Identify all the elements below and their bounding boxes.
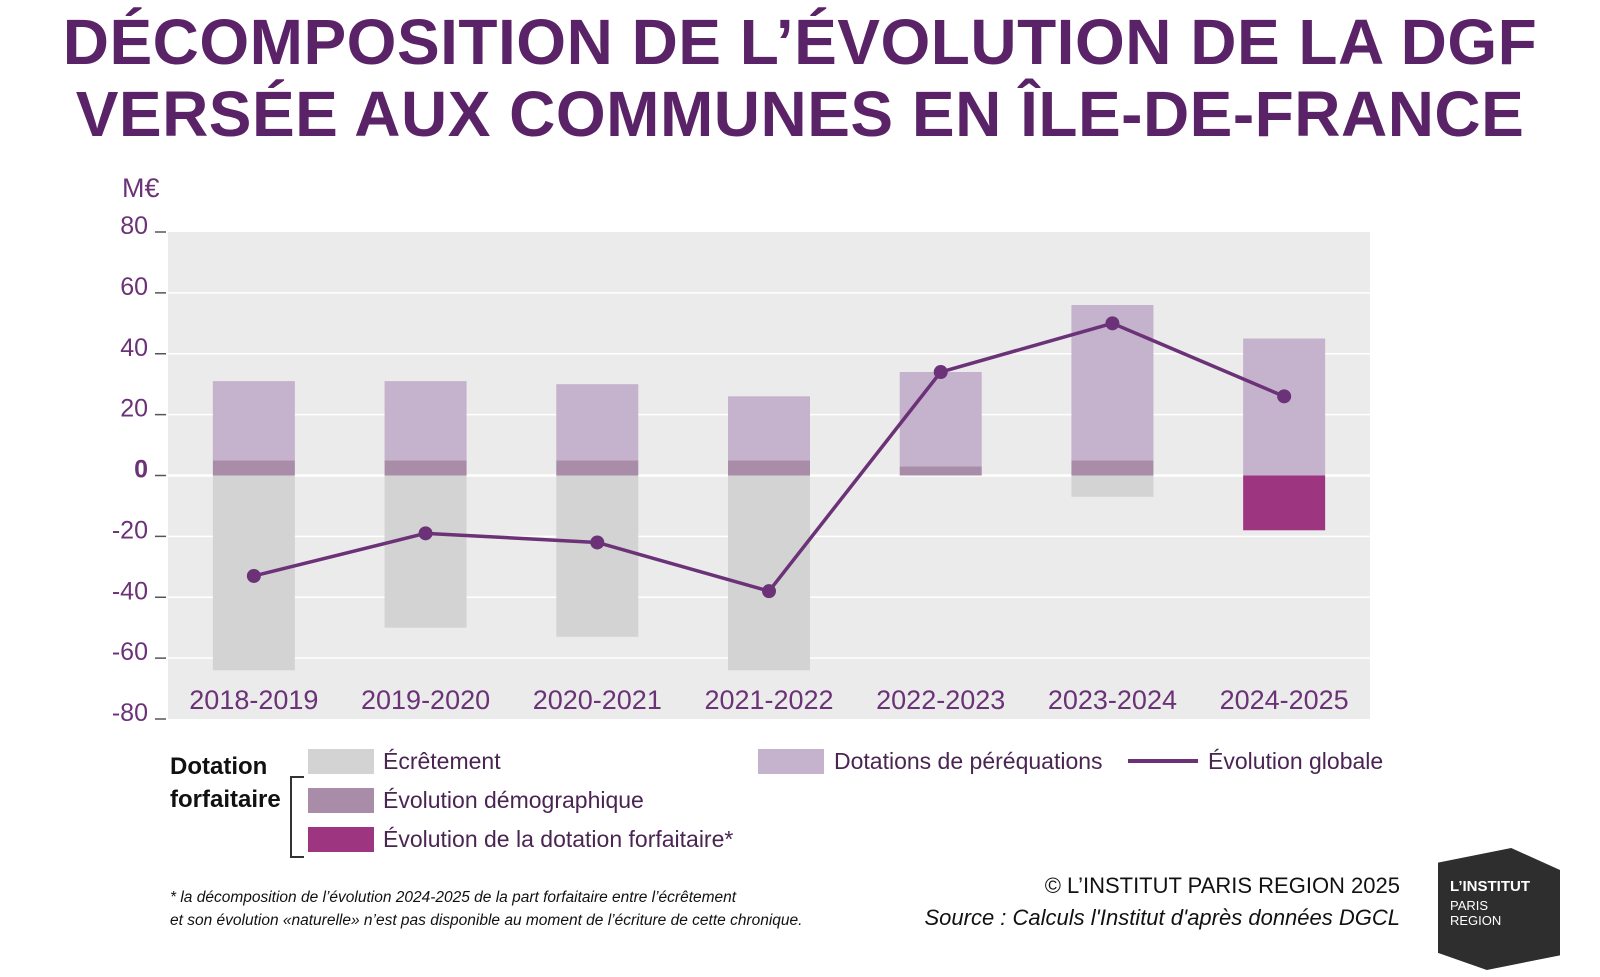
y-tick-label: 60: [120, 273, 148, 301]
legend-swatch-perequations: [758, 749, 824, 774]
y-tick-label: -60: [112, 638, 148, 666]
bar-segment: [1071, 475, 1154, 497]
bar-layer: [212, 305, 1326, 671]
legend-label-dotation: Évolution de la dotation forfaitaire*: [383, 826, 734, 852]
bar-segment: [728, 460, 810, 476]
legend-swatch-dotation: [308, 827, 374, 852]
y-tick-label: -40: [112, 577, 148, 605]
x-category-label: 2024-2025: [1220, 685, 1349, 715]
bar-segment: [384, 475, 467, 628]
legend-swatch-ecretement: [308, 749, 374, 774]
bar-segment: [1071, 460, 1154, 476]
x-category-label: 2020-2021: [533, 685, 662, 715]
footnote-line2: et son évolution «naturelle» n’est pas d…: [170, 912, 803, 929]
source-note: Source : Calculs l'Institut d'après donn…: [924, 905, 1400, 930]
legend-group-label: Dotation forfaitaire: [170, 750, 281, 816]
y-tick-label: -20: [112, 516, 148, 544]
logo-line2b: REGION: [1450, 913, 1502, 928]
bar-segment: [212, 460, 295, 476]
line-layer: [246, 316, 1292, 599]
x-category-label: 2019-2020: [361, 685, 490, 715]
legend-swatch-demographique: [308, 788, 374, 813]
y-tick-label: 40: [120, 334, 148, 362]
x-category-label: 2021-2022: [704, 685, 833, 715]
bar-segment: [728, 396, 810, 461]
logo-line2: PARIS REGION: [1450, 898, 1501, 928]
series-point: [933, 365, 948, 380]
legend-label-ecretement: Écrêtement: [383, 748, 501, 774]
legend-group-line2: forfaitaire: [170, 786, 281, 813]
logo-line1: L’INSTITUT: [1450, 878, 1530, 895]
series-point: [762, 584, 776, 599]
bar-segment: [556, 475, 639, 637]
legend-label-globale: Évolution globale: [1208, 748, 1384, 774]
series-point: [1277, 389, 1292, 404]
series-point: [246, 568, 261, 583]
legend-swatch-globale: [1128, 759, 1198, 763]
bar-segment: [556, 384, 639, 461]
legend-label-perequations: Dotations de péréquations: [834, 748, 1103, 774]
unit-label: M€: [122, 173, 160, 203]
logo-line2a: PARIS: [1450, 898, 1489, 913]
footnote-line1: * la décomposition de l’évolution 2024-2…: [170, 889, 737, 906]
bar-segment: [384, 381, 467, 461]
series-point: [1105, 316, 1120, 331]
institut-logo: L’INSTITUT PARIS REGION: [1438, 848, 1560, 970]
bar-segment: [899, 372, 982, 467]
footnote: * la décomposition de l’évolution 2024-2…: [170, 886, 802, 932]
series-point: [590, 535, 605, 550]
copyright-credit: © L’INSTITUT PARIS REGION 2025: [1044, 873, 1400, 898]
bar-segment: [384, 460, 467, 476]
chart-svg: 80 60 40 20 0 -20 -40 -60 -80 2018-2019 2019-2020 2…: [112, 173, 1370, 727]
x-category-label: 2023-2024: [1048, 685, 1177, 715]
y-tick-label: 0: [134, 456, 148, 484]
axis-layer: 80 60 40 20 0 -20 -40 -60 -80 2018-2019 2019-2020 2…: [112, 212, 1349, 727]
series-point: [418, 526, 433, 541]
x-category-label: 2018-2019: [189, 685, 318, 715]
bar-segment: [1243, 475, 1326, 531]
y-tick-label: -80: [112, 699, 148, 727]
bar-segment: [556, 460, 639, 476]
bar-segment: [1243, 338, 1326, 476]
bar-segment: [728, 475, 810, 671]
chart-title-line1: DÉCOMPOSITION DE L’ÉVOLUTION DE LA DGF: [62, 6, 1538, 78]
y-tick-label: 20: [120, 395, 148, 423]
x-category-label: 2022-2023: [876, 685, 1005, 715]
chart-title-line2: VERSÉE AUX COMMUNES EN ÎLE-DE-FRANCE: [75, 78, 1525, 150]
bar-segment: [899, 466, 982, 476]
bar-segment: [212, 381, 295, 461]
legend-bracket: [290, 776, 304, 858]
legend-group-line1: Dotation: [170, 753, 268, 780]
y-tick-label: 80: [120, 212, 148, 240]
legend-label-demographique: Évolution démographique: [383, 787, 644, 813]
